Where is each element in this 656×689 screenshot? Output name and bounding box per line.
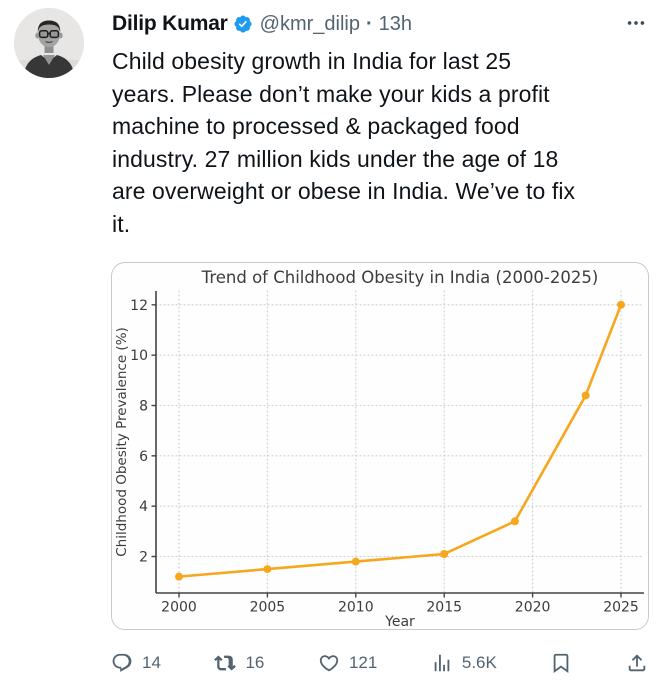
x-tick-label: 2015 bbox=[426, 600, 462, 616]
timestamp[interactable]: 13h bbox=[378, 12, 413, 35]
share-icon bbox=[628, 654, 646, 672]
more-icon bbox=[627, 21, 645, 25]
reply-button[interactable]: 14 bbox=[111, 652, 161, 674]
tweet-text-line: are overweight or obese in India. We’ve … bbox=[112, 178, 576, 205]
trend-line bbox=[177, 303, 623, 578]
y-tick-label: 12 bbox=[130, 298, 148, 314]
data-point bbox=[581, 391, 590, 400]
post-content: Dilip Kumar @kmr_dilip · 13h Child obesi… bbox=[112, 10, 650, 241]
data-point bbox=[510, 517, 519, 526]
y-tick-label: 8 bbox=[139, 399, 148, 415]
views-button[interactable]: 5.6K bbox=[431, 652, 497, 674]
x-tick-label: 2000 bbox=[161, 600, 197, 616]
heart-icon bbox=[319, 655, 339, 672]
tweet-text-line: Child obesity growth in India for last 2… bbox=[112, 48, 512, 74]
y-tick-label: 4 bbox=[139, 499, 148, 515]
data-point bbox=[440, 549, 449, 558]
data-point bbox=[351, 557, 360, 566]
avatar-portrait-graphic bbox=[14, 8, 84, 78]
y-tick-label: 10 bbox=[130, 348, 148, 364]
chart-title: Trend of Childhood Obesity in India (200… bbox=[201, 268, 599, 287]
tweet-text-line: machine to processed & packaged food bbox=[112, 113, 520, 140]
y-tick-label: 6 bbox=[139, 449, 148, 465]
bookmark-icon bbox=[554, 653, 569, 674]
more-button[interactable] bbox=[625, 11, 649, 35]
tweet-text: Child obesity growth in India for last 2… bbox=[112, 45, 650, 241]
verified-badge-icon bbox=[234, 15, 252, 33]
repost-count: 16 bbox=[245, 653, 265, 672]
share-button[interactable] bbox=[626, 652, 648, 674]
y-axis-label: Childhood Obesity Prevalence (%) bbox=[114, 327, 130, 557]
tweet-text-line: it. bbox=[112, 210, 131, 237]
data-point bbox=[174, 572, 183, 581]
x-axis-label: Year bbox=[384, 614, 415, 628]
author-name[interactable]: Dilip Kumar bbox=[112, 12, 228, 35]
action-bar: 14 16 121 5.6K bbox=[111, 648, 648, 678]
data-point bbox=[263, 565, 272, 574]
chart-media-card[interactable]: 2000 2005 2010 2015 2020 2025 2 4 6 8 10 12 Trend of… bbox=[111, 262, 649, 630]
tweet-text-line: industry. 27 million kids under the age … bbox=[112, 145, 559, 172]
views-count: 5.6K bbox=[461, 653, 497, 672]
bookmark-button[interactable] bbox=[550, 652, 572, 674]
obesity-trend-chart: 2000 2005 2010 2015 2020 2025 2 4 6 8 10 12 Trend of… bbox=[114, 268, 645, 628]
x-tick-label: 2020 bbox=[515, 600, 551, 616]
x-tick-label: 2005 bbox=[250, 600, 286, 616]
data-point bbox=[617, 300, 626, 309]
author-handle[interactable]: @kmr_dilip bbox=[259, 12, 360, 35]
avatar[interactable] bbox=[14, 8, 84, 78]
like-count: 121 bbox=[348, 653, 378, 672]
views-bar-chart-icon bbox=[434, 654, 450, 672]
reply-icon bbox=[112, 653, 132, 672]
reply-count: 14 bbox=[142, 653, 161, 672]
y-tick-label: 2 bbox=[139, 550, 148, 566]
repost-icon bbox=[214, 655, 237, 671]
post-meta: @kmr_dilip · 13h bbox=[260, 13, 412, 36]
x-tick-label: 2025 bbox=[603, 600, 639, 616]
repost-button[interactable]: 16 bbox=[214, 652, 264, 674]
like-button[interactable]: 121 bbox=[318, 652, 377, 674]
meta-separator: · bbox=[365, 12, 373, 35]
post-header: Dilip Kumar @kmr_dilip · 13h bbox=[112, 10, 650, 38]
tweet-text-line: years. Please don’t make your kids a pro… bbox=[112, 80, 550, 107]
x-tick-label: 2010 bbox=[338, 600, 374, 616]
